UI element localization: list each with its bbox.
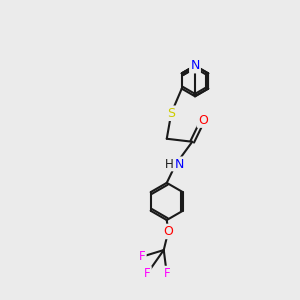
Text: N: N [175, 158, 184, 171]
Text: F: F [139, 250, 146, 263]
Text: F: F [164, 267, 170, 280]
Text: H: H [165, 158, 173, 171]
Text: F: F [144, 267, 151, 280]
Text: O: O [163, 225, 173, 238]
Text: O: O [198, 114, 208, 127]
Text: S: S [167, 107, 175, 120]
Text: N: N [190, 59, 200, 72]
